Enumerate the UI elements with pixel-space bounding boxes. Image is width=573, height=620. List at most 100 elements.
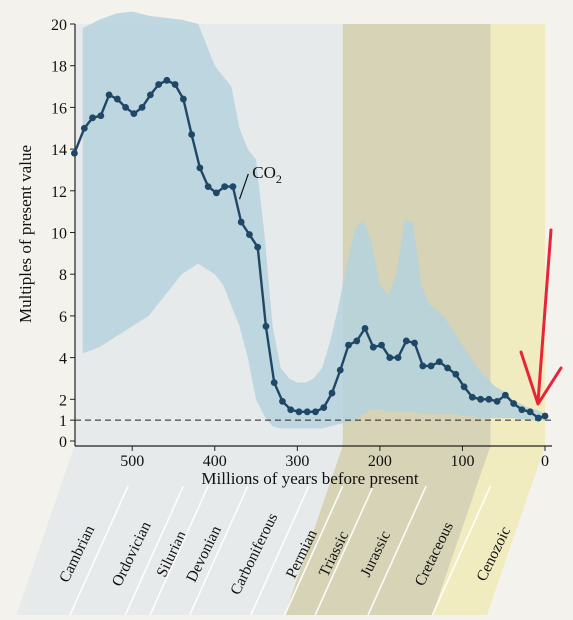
co2-data-point xyxy=(353,337,361,345)
co2-data-point xyxy=(345,341,352,349)
y-tick-label: 18 xyxy=(51,59,67,76)
y-tick-label: 0 xyxy=(59,434,67,451)
period-divider xyxy=(69,485,129,616)
y-tick-label: 14 xyxy=(51,142,67,159)
red-arrow-head xyxy=(519,350,563,406)
co2-data-point xyxy=(71,149,78,157)
co2-data-point xyxy=(237,218,245,226)
y-tick-label: 4 xyxy=(59,351,67,368)
y-tick-label: 12 xyxy=(51,184,67,201)
co2-data-point xyxy=(485,395,493,403)
co2-annotation-subscript: 2 xyxy=(276,172,282,186)
co2-data-point xyxy=(89,114,96,122)
co2-data-point xyxy=(378,341,385,349)
period-divider xyxy=(188,485,249,616)
co2-data-point xyxy=(320,404,328,412)
co2-data-point xyxy=(163,76,171,84)
co2-data-point xyxy=(419,362,427,370)
x-tick-label: 500 xyxy=(120,453,144,470)
co2-data-point xyxy=(435,358,443,366)
x-tick-label: 200 xyxy=(368,453,392,470)
co2-data-point xyxy=(518,406,526,414)
co2-data-point xyxy=(477,395,485,403)
co2-data-point xyxy=(361,325,369,332)
period-divider xyxy=(367,485,427,616)
y-axis-label: Multiples of present value xyxy=(16,145,35,323)
x-tick-label: 0 xyxy=(541,453,549,470)
x-axis-label: Millions of years before present xyxy=(201,469,418,488)
co2-data-point xyxy=(328,389,336,397)
co2-data-point xyxy=(510,400,518,407)
co2-data-point xyxy=(188,131,196,138)
series-layer xyxy=(71,76,549,422)
period-divider xyxy=(250,485,310,616)
co2-data-point xyxy=(452,370,460,378)
period-divider xyxy=(314,485,375,616)
co2-data-point xyxy=(270,379,278,387)
y-tick-label: 20 xyxy=(51,17,67,34)
uncertainty-band xyxy=(82,11,545,429)
co2-data-point xyxy=(179,95,187,103)
red-arrow-shaft xyxy=(536,228,553,404)
y-tick-label: 6 xyxy=(59,309,67,326)
co2-data-point xyxy=(468,393,476,401)
cenozoic-column xyxy=(432,24,545,615)
co2-data-point xyxy=(246,231,253,238)
co2-data-point xyxy=(80,124,88,132)
period-divider xyxy=(431,485,492,616)
co2-data-point xyxy=(394,354,402,361)
co2-data-point xyxy=(113,95,121,103)
co2-data-point xyxy=(526,408,534,416)
co2-data-point xyxy=(444,364,451,372)
period-divider xyxy=(283,485,344,616)
co2-data-point xyxy=(427,362,435,370)
uncertainty-band-layer xyxy=(82,11,545,429)
co2-data-point xyxy=(501,391,509,399)
co2-data-point xyxy=(130,110,138,118)
co2-data-point xyxy=(155,81,163,88)
co2-data-point xyxy=(493,397,501,405)
co2-series-line xyxy=(73,79,546,420)
co2-data-point xyxy=(138,104,146,111)
x-tick-label: 300 xyxy=(285,453,309,470)
co2-data-point xyxy=(534,414,542,422)
co2-data-point xyxy=(295,408,303,416)
co2-data-point xyxy=(460,383,468,391)
co2-data-point xyxy=(287,406,295,414)
co2-data-point xyxy=(411,339,418,347)
period-divider xyxy=(149,485,209,616)
co2-data-point xyxy=(386,354,394,361)
co2-data-point xyxy=(196,164,204,172)
co2-annotation-label: CO2 xyxy=(252,163,282,186)
co2-data-point xyxy=(369,343,377,351)
co2-annotation-leader xyxy=(238,173,249,200)
co2-data-point xyxy=(229,183,237,191)
x-tick-label: 100 xyxy=(450,453,474,470)
co2-data-point xyxy=(303,408,311,416)
x-tick-label: 400 xyxy=(203,453,227,470)
co2-data-point xyxy=(262,322,270,330)
co2-data-point xyxy=(221,183,229,191)
co2-data-point xyxy=(541,412,549,420)
co2-data-point xyxy=(402,337,410,345)
co2-data-point xyxy=(312,408,319,416)
co2-data-point xyxy=(204,183,212,191)
co2-data-point xyxy=(122,104,129,111)
y-tick-label: 10 xyxy=(51,226,67,243)
period-divider xyxy=(124,485,185,616)
co2-data-point xyxy=(279,397,286,405)
y-tick-label: 8 xyxy=(59,267,67,284)
arrow-layer xyxy=(519,228,563,406)
co2-data-point xyxy=(336,366,344,374)
annotation-layer: CO2 xyxy=(238,163,282,200)
co2-data-point xyxy=(97,112,105,120)
co2-data-point xyxy=(105,91,113,99)
y-tick-label: 2 xyxy=(59,392,67,409)
co2-data-point xyxy=(171,81,179,88)
co2-data-point xyxy=(146,91,154,99)
co2-data-point xyxy=(213,189,220,197)
